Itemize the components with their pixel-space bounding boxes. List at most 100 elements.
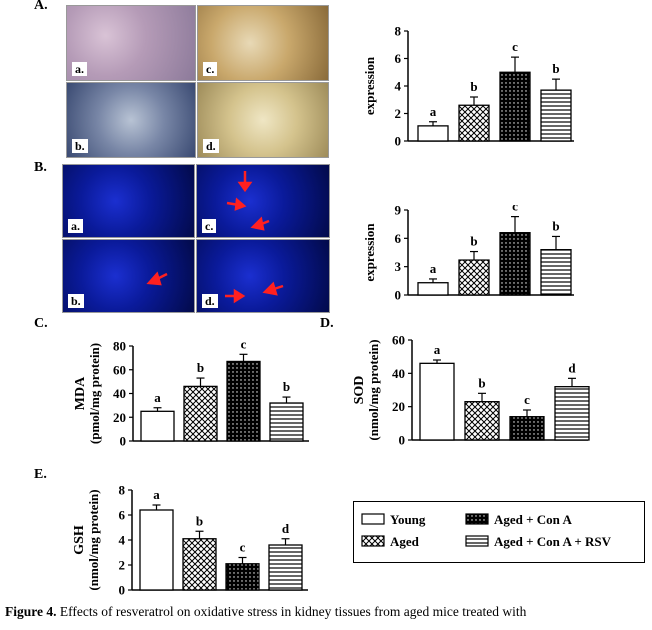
- legend-label-aged: Aged: [390, 534, 420, 549]
- bar: [464, 401, 500, 441]
- significance-letter: c: [241, 338, 247, 351]
- significance-letter: a: [434, 342, 441, 357]
- y-tick-label: 0: [399, 433, 406, 448]
- y-tick-label: 80: [113, 339, 126, 354]
- legend-swatch-young: [361, 513, 385, 525]
- micrograph-a-d: d.: [197, 82, 329, 158]
- y-axis-label: SOD: [352, 376, 367, 405]
- y-axis-label: (pmol/mg protein): [87, 343, 102, 444]
- bar: [139, 509, 174, 591]
- bar: [458, 104, 490, 142]
- significance-letter: c: [240, 540, 246, 555]
- y-axis-label: (nmol/mg protein): [86, 489, 101, 590]
- caption-text: Effects of resveratrol on oxidative stre…: [59, 604, 527, 619]
- legend-swatch-aged: [361, 535, 385, 547]
- y-tick-label: 8: [395, 25, 402, 39]
- y-axis-label: GSH: [72, 525, 87, 555]
- y-axis-label: MDA: [73, 376, 88, 410]
- bar: [509, 416, 545, 441]
- y-tick-label: 3: [395, 259, 402, 274]
- bar: [417, 125, 449, 142]
- chart-sod: 0 20 40 60 SOD (nmol/mg protein) a b c d: [352, 333, 590, 448]
- y-tick-label: 2: [395, 106, 402, 121]
- bar: [554, 386, 590, 441]
- y-tick-label: 6: [395, 231, 402, 246]
- bar: [499, 232, 531, 296]
- bar: [540, 249, 572, 296]
- chart-gsh: 0 2 4 6 8 GSH (nmol/mg protein) a b c d: [72, 483, 308, 598]
- significance-letter: c: [512, 39, 518, 54]
- significance-letter: b: [470, 79, 477, 94]
- y-tick-label: 20: [113, 410, 126, 425]
- y-tick-label: 0: [395, 134, 402, 149]
- significance-letter: b: [478, 375, 485, 390]
- y-tick-label: 20: [392, 399, 405, 414]
- significance-letter: c: [512, 205, 518, 214]
- legend-swatch-aged-cona: [465, 513, 489, 525]
- significance-letter: b: [470, 234, 477, 249]
- panel-label-e: E.: [34, 467, 47, 482]
- y-tick-label: 60: [113, 362, 126, 377]
- y-tick-label: 0: [119, 583, 126, 598]
- red-arrow-icon: [146, 271, 168, 286]
- micrograph-b-b: b.: [62, 239, 195, 313]
- micrograph-tag: a.: [72, 62, 87, 76]
- y-tick-label: 2: [119, 558, 126, 573]
- micrograph-a-c: c.: [197, 5, 329, 81]
- y-tick-label: 6: [395, 51, 402, 66]
- significance-letter: b: [283, 379, 290, 394]
- micrograph-b-d: d.: [196, 239, 330, 313]
- y-tick-label: 40: [392, 366, 405, 381]
- y-axis-label: expression: [362, 56, 377, 115]
- bar: [417, 282, 449, 296]
- significance-letter: b: [552, 61, 559, 76]
- significance-letter: b: [197, 360, 204, 375]
- y-axis-label: ROS relative: [360, 216, 362, 288]
- micrograph-a-a: a.: [66, 5, 196, 81]
- y-tick-label: 40: [113, 386, 126, 401]
- panel-label-d: D.: [320, 316, 334, 331]
- legend: Young Aged + Con A Aged Aged + Con A + R…: [353, 501, 645, 563]
- y-tick-label: 4: [395, 79, 402, 94]
- bar: [226, 360, 261, 442]
- legend-label-aged-cona-rsv: Aged + Con A + RSV: [494, 534, 612, 549]
- bar: [269, 402, 304, 442]
- significance-letter: a: [430, 104, 437, 119]
- micrograph-tag: d.: [203, 139, 219, 153]
- legend-label-young: Young: [390, 512, 426, 527]
- chart-8ohdg: 0 2 4 6 8 8-OHdG relative expression a b c b: [360, 25, 574, 149]
- micrograph-tag: c.: [202, 219, 217, 233]
- significance-letter: d: [282, 521, 290, 536]
- red-arrow-icon: [226, 171, 270, 231]
- panel-label-c: C.: [34, 316, 48, 331]
- y-tick-label: 6: [119, 508, 126, 523]
- significance-letter: a: [153, 487, 160, 502]
- bar: [499, 71, 531, 142]
- bar: [540, 89, 572, 142]
- significance-letter: d: [568, 360, 576, 375]
- micrograph-tag: b.: [72, 139, 88, 153]
- caption-prefix: Figure 4.: [5, 604, 57, 619]
- micrograph-b-a: a.: [62, 164, 195, 238]
- y-tick-label: 60: [392, 333, 405, 348]
- significance-letter: a: [154, 390, 161, 405]
- micrograph-b-c: c.: [196, 164, 330, 238]
- micrograph-a-b: b.: [66, 82, 196, 158]
- chart-ros: 0 3 6 9 ROS relative expression a b c b: [360, 205, 574, 303]
- bar: [182, 538, 217, 591]
- significance-letter: c: [524, 392, 530, 407]
- y-tick-label: 0: [395, 288, 402, 303]
- y-tick-label: 8: [119, 483, 126, 498]
- bar: [225, 563, 260, 591]
- micrograph-tag: c.: [203, 62, 218, 76]
- y-axis-label: expression: [362, 223, 377, 282]
- bar: [140, 410, 175, 442]
- micrograph-tag: b.: [68, 294, 84, 308]
- red-arrow-icon: [225, 281, 284, 304]
- y-tick-label: 4: [119, 533, 126, 548]
- significance-letter: b: [196, 513, 203, 528]
- significance-letter: a: [430, 261, 437, 276]
- bar: [458, 259, 490, 296]
- panel-label-b: B.: [34, 160, 47, 175]
- y-tick-label: 9: [395, 205, 402, 218]
